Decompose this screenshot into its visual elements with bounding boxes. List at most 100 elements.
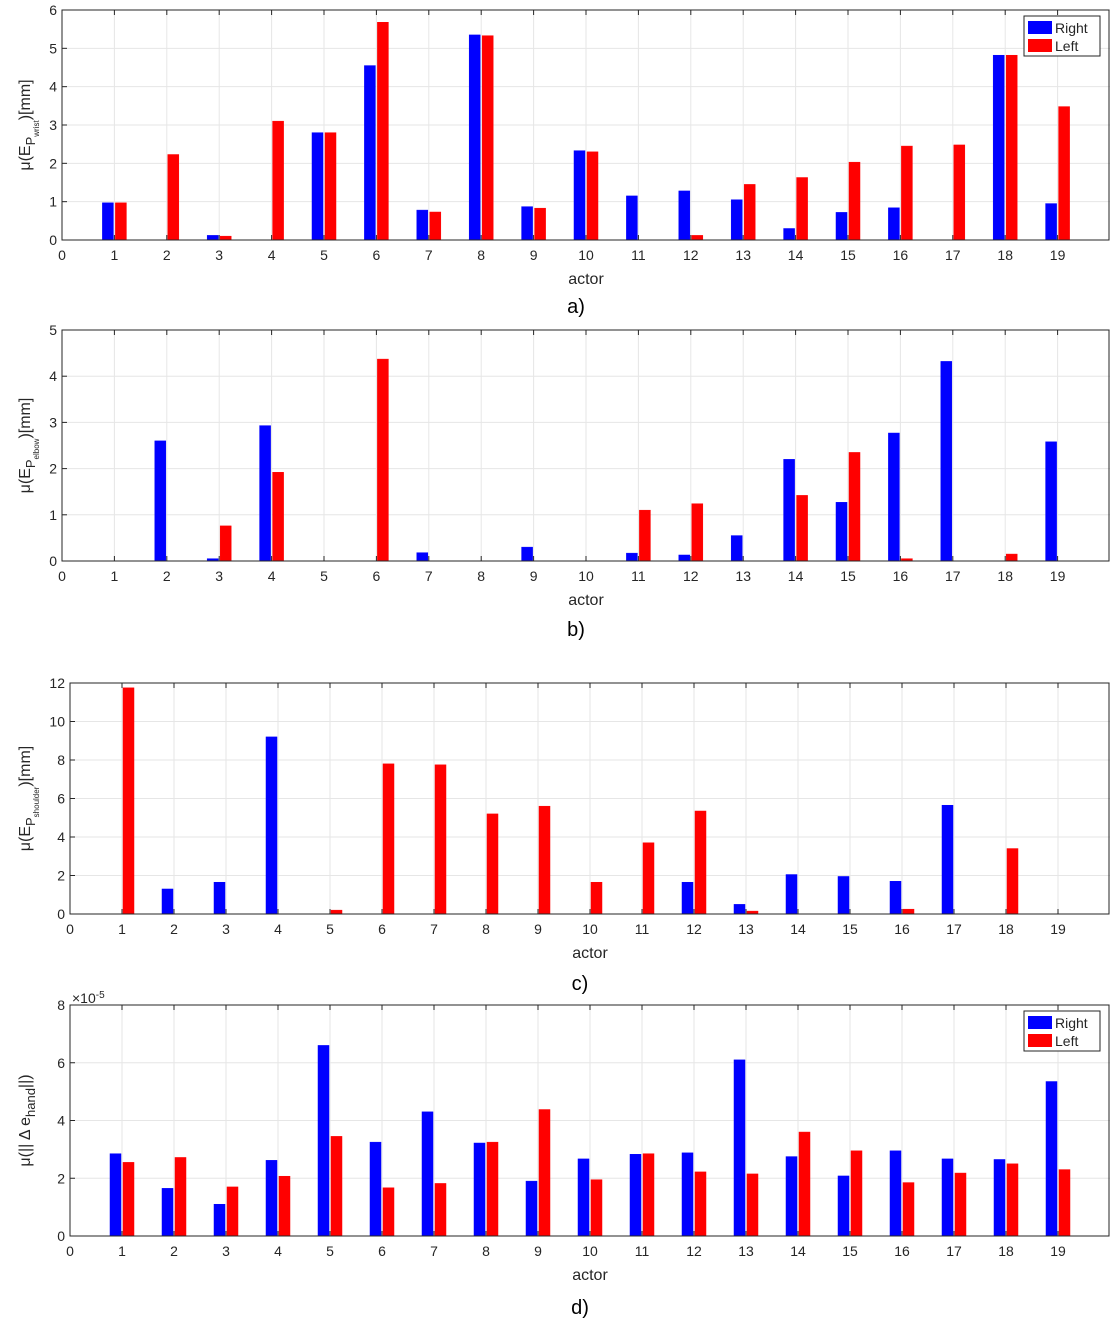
bar-right-actor-14	[785, 1156, 798, 1237]
x-tick-label: 19	[1050, 921, 1066, 937]
bar-right-actor-19	[1045, 1081, 1058, 1237]
x-tick-label: 19	[1050, 1243, 1066, 1259]
x-tick-label: 0	[58, 247, 66, 263]
x-tick-label: 11	[631, 568, 646, 584]
y-tick-label: 2	[49, 461, 57, 477]
x-tick-label: 14	[788, 568, 804, 584]
x-axis-label: actor	[568, 592, 604, 609]
bar-left-actor-6	[382, 763, 395, 915]
x-tick-label: 0	[58, 568, 66, 584]
legend-label-left: Left	[1055, 1033, 1078, 1049]
x-tick-label: 7	[425, 568, 433, 584]
bar-right-actor-19	[1045, 441, 1057, 562]
bars	[154, 358, 1057, 562]
bars	[102, 22, 1070, 241]
bar-right-actor-4	[265, 1160, 278, 1237]
bar-right-actor-18	[992, 54, 1005, 241]
y-axis-label: μ(EPelbow)[mm]	[17, 398, 41, 494]
bar-left-actor-3	[226, 1186, 239, 1237]
bar-left-actor-10	[590, 1179, 603, 1237]
bar-right-actor-11	[626, 195, 638, 241]
bar-right-actor-10	[577, 1158, 590, 1237]
bars	[109, 1045, 1071, 1237]
bar-left-actor-5	[330, 909, 343, 915]
x-tick-label: 17	[945, 568, 961, 584]
panel-caption: a)	[567, 296, 585, 318]
bar-right-actor-5	[311, 132, 324, 241]
x-tick-label: 8	[477, 568, 485, 584]
x-tick-label: 19	[1050, 568, 1066, 584]
bar-right-actor-15	[837, 1175, 850, 1237]
bar-left-actor-10	[590, 881, 603, 915]
bar-right-actor-6	[369, 1141, 382, 1237]
y-axis: 0 2 4 6 8 10 12 μ(EPshoulder)[mm]	[17, 675, 75, 922]
x-tick-label: 16	[893, 568, 909, 584]
x-tick-label: 3	[222, 1243, 230, 1259]
bar-right-actor-15	[835, 212, 848, 241]
bar-left-actor-19	[1058, 1169, 1071, 1237]
x-tick-label: 10	[578, 568, 594, 584]
bar-left-actor-12	[691, 235, 704, 241]
x-tick-label: 5	[326, 1243, 334, 1259]
bar-left-actor-17	[953, 144, 966, 241]
grid-lines	[70, 1004, 1110, 1236]
x-axis-label: actor	[572, 945, 608, 962]
x-tick-label: 3	[215, 247, 223, 263]
x-tick-label: 11	[631, 247, 646, 263]
bar-left-actor-12	[694, 810, 707, 915]
bar-right-actor-15	[835, 502, 848, 562]
x-tick-label: 4	[274, 1243, 282, 1259]
x-tick-label: 0	[66, 921, 74, 937]
bar-right-actor-18	[993, 1159, 1006, 1237]
x-tick-label: 4	[268, 247, 276, 263]
x-tick-label: 7	[430, 921, 438, 937]
bar-right-actor-2	[154, 440, 167, 562]
y-tick-label: 0	[57, 1228, 65, 1244]
x-tick-label: 16	[893, 247, 909, 263]
x-tick-label: 8	[482, 921, 490, 937]
bar-right-actor-1	[102, 202, 114, 241]
bar-right-actor-11	[626, 552, 638, 562]
x-tick-label: 13	[735, 568, 751, 584]
bar-right-actor-13	[730, 199, 743, 241]
y-tick-label: 4	[49, 79, 57, 95]
y-tick-label: 8	[57, 997, 65, 1013]
legend-label-right: Right	[1055, 20, 1088, 36]
bar-left-actor-13	[746, 1173, 759, 1237]
y-exponent-label: ×10-5	[72, 990, 105, 1006]
x-tick-label: 14	[790, 921, 806, 937]
bar-left-actor-7	[429, 211, 442, 241]
legend-label-left: Left	[1055, 38, 1078, 54]
chart-panel-a: 0 1 2 3 4 5 6 7 8 9 10 11 12 13 14 15 16 17 18 19actor01234…	[17, 2, 1110, 318]
x-tick-label: 2	[163, 568, 171, 584]
x-tick-label: 18	[997, 568, 1013, 584]
bar-right-actor-4	[265, 736, 278, 915]
x-tick-label: 6	[378, 1243, 386, 1259]
bar-left-actor-7	[434, 764, 447, 915]
x-tick-label: 2	[170, 1243, 178, 1259]
y-tick-label: 3	[49, 117, 57, 133]
x-tick-label: 15	[840, 247, 856, 263]
bar-left-actor-14	[796, 177, 808, 241]
x-tick-label: 18	[997, 247, 1013, 263]
x-tick-label: 3	[215, 568, 223, 584]
legend-swatch-right	[1028, 21, 1052, 34]
y-tick-label: 0	[49, 553, 57, 569]
x-axis-label: actor	[572, 1267, 608, 1284]
x-tick-label: 11	[635, 1243, 650, 1259]
x-tick-label: 9	[530, 568, 538, 584]
bar-left-actor-4	[272, 472, 284, 562]
y-axis: 0 1 2 3 4 5 6 μ(EPwrist)[mm]	[17, 2, 67, 248]
x-tick-label: 12	[683, 247, 699, 263]
bar-right-actor-13	[730, 535, 743, 562]
bar-right-actor-8	[468, 34, 481, 241]
legend-swatch-left	[1028, 1034, 1052, 1047]
x-tick-label: 14	[790, 1243, 806, 1259]
bar-left-actor-1	[122, 1162, 135, 1237]
bar-left-actor-18	[1006, 1163, 1019, 1237]
bar-right-actor-13	[733, 904, 746, 915]
bar-right-actor-10	[573, 150, 586, 241]
x-tick-label: 4	[274, 921, 282, 937]
